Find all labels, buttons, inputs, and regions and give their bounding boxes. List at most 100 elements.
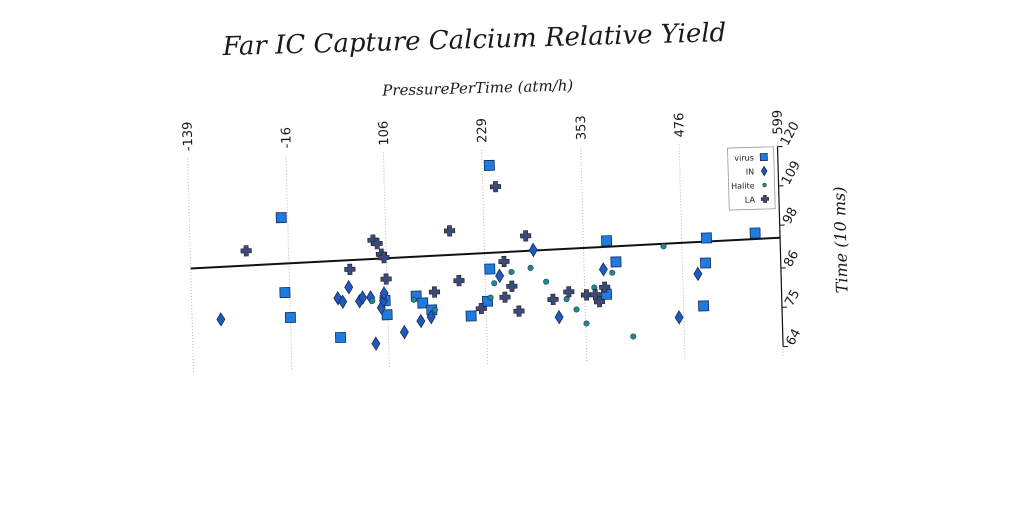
diamond-point	[674, 310, 684, 325]
diamond-point	[495, 268, 505, 284]
legend-label: LA	[745, 195, 756, 204]
square-point	[335, 331, 347, 344]
circle-point	[583, 320, 590, 327]
x-tick-label: 229	[475, 118, 491, 143]
legend-label: Halite	[731, 181, 755, 191]
plus-point	[547, 293, 559, 306]
chart-frame: Far IC Capture Calcium Relative Yield Pr…	[181, 18, 852, 374]
y-tick-label: 98	[780, 205, 801, 227]
plus-point	[580, 289, 593, 301]
plus-point	[593, 296, 606, 308]
plus-point	[498, 255, 510, 268]
trend-line	[190, 236, 781, 270]
y-tick-label: 109	[779, 159, 804, 188]
plus-point	[513, 305, 525, 317]
trend-line-group	[190, 236, 781, 270]
plus-point	[520, 230, 532, 242]
square-point	[484, 263, 496, 275]
plus-point	[760, 195, 769, 204]
y-tick-label: 64	[783, 327, 804, 349]
plus-point	[240, 245, 252, 257]
circle-point	[609, 269, 616, 276]
plus-point	[443, 225, 456, 237]
diamond-point	[760, 165, 768, 177]
plus-point	[344, 263, 356, 275]
y-axis-label: Time (10 ms)	[830, 186, 852, 293]
circle-point	[762, 182, 767, 188]
x-tick-labels: -139 -16 106 229 353 476 599	[181, 110, 787, 152]
plus-point	[599, 281, 611, 293]
square-point	[483, 159, 495, 171]
diamond-point	[358, 290, 368, 305]
chart-title: Far IC Capture Calcium Relative Yield	[221, 18, 726, 62]
circle-point	[573, 306, 580, 313]
circle-point	[630, 333, 637, 340]
square-point	[700, 232, 713, 244]
plus-point	[453, 274, 465, 287]
legend-label: IN	[746, 167, 755, 176]
x-tick-label: 599	[770, 110, 786, 135]
y-axis-line	[776, 146, 784, 347]
y-tick-label: 75	[782, 287, 803, 309]
circle-point	[527, 264, 534, 271]
square-point	[465, 310, 477, 322]
square-point	[275, 212, 287, 224]
plus-point	[428, 286, 441, 298]
diamond-point	[379, 286, 389, 301]
legend-label: virus	[734, 153, 754, 163]
square-point	[610, 256, 622, 268]
diamond-point	[216, 312, 226, 327]
diamond-point	[338, 294, 348, 309]
plus-point	[506, 280, 518, 292]
square-point	[601, 235, 613, 247]
diamond-point	[693, 266, 703, 282]
circle-point	[491, 280, 498, 287]
plus-point	[475, 302, 487, 315]
data-points	[216, 159, 761, 351]
square-point	[700, 257, 712, 269]
diamond-point	[371, 336, 381, 351]
circle-point	[431, 306, 438, 313]
legend: virus IN Halite LA	[727, 146, 776, 211]
circle-point	[410, 296, 417, 303]
square-point	[759, 153, 768, 162]
gridline	[678, 144, 686, 360]
x-tick-label: -139	[181, 121, 197, 151]
circle-point	[487, 294, 494, 301]
gridline	[481, 149, 489, 365]
diamond-point	[554, 309, 564, 325]
x-tick-label: 476	[672, 112, 688, 137]
diamond-point	[344, 279, 354, 295]
gridline	[580, 147, 588, 363]
circle-point	[660, 243, 667, 250]
x-axis-label: PressurePerTime (atm/h)	[381, 76, 574, 99]
diamond-point	[598, 262, 608, 277]
square-point	[417, 297, 429, 309]
plus-point	[499, 291, 511, 303]
square-point	[381, 309, 393, 321]
legend-box	[727, 146, 776, 211]
square-point	[698, 300, 710, 312]
diamond-point	[416, 313, 426, 329]
plus-point	[380, 273, 392, 285]
vertical-gridlines	[187, 141, 784, 374]
diamond-point	[528, 242, 538, 258]
square-point	[749, 227, 761, 239]
circle-point	[508, 268, 515, 275]
x-tick-label: 106	[377, 121, 393, 146]
diamond-point	[399, 324, 409, 340]
x-tick-label: 353	[574, 115, 590, 140]
x-tick-label: -16	[279, 127, 295, 149]
y-tick-label: 86	[781, 248, 802, 270]
plus-point	[563, 286, 575, 298]
circle-point	[543, 278, 550, 285]
square-point	[279, 287, 291, 299]
diamond-point	[379, 293, 388, 308]
square-point	[284, 311, 296, 324]
plus-point	[378, 252, 390, 264]
gridline	[187, 158, 195, 374]
plus-point	[489, 181, 502, 193]
diamond-point	[426, 309, 436, 325]
